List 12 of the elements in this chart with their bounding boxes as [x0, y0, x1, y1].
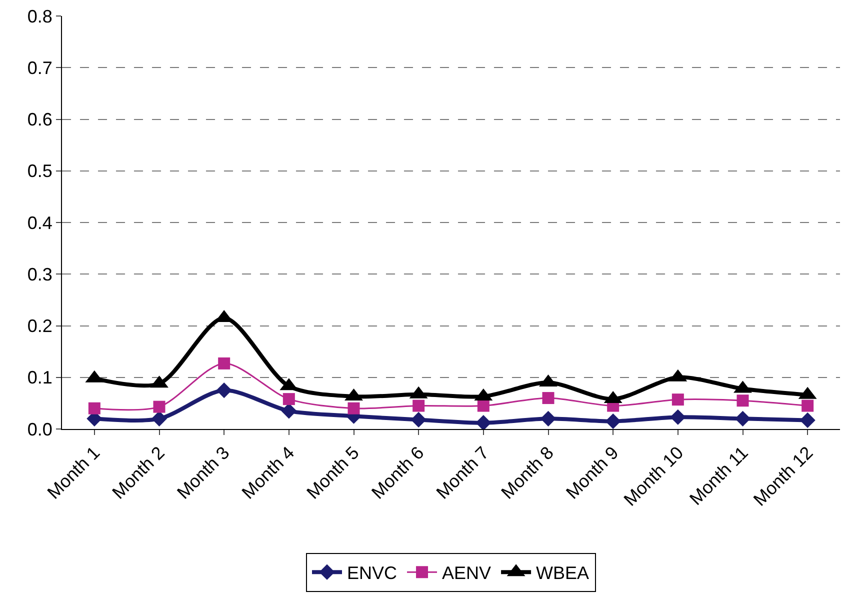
y-tick-label: 0.4 [27, 212, 52, 233]
y-tick-label: 0.6 [27, 110, 52, 130]
legend-label: ENVC [347, 563, 398, 584]
y-tick-label: 0.0 [27, 419, 52, 440]
y-tick-label: 0.2 [27, 316, 52, 336]
y-tick-label: 0.7 [27, 58, 52, 78]
y-tick-label: 0.5 [27, 161, 52, 182]
y-tick-label: 0.3 [27, 264, 52, 284]
y-tick-label: 0.1 [27, 368, 52, 388]
y-tick-label: 0.8 [27, 6, 52, 26]
legend-label: AENV [442, 563, 492, 584]
legend-label: WBEA [536, 563, 590, 584]
